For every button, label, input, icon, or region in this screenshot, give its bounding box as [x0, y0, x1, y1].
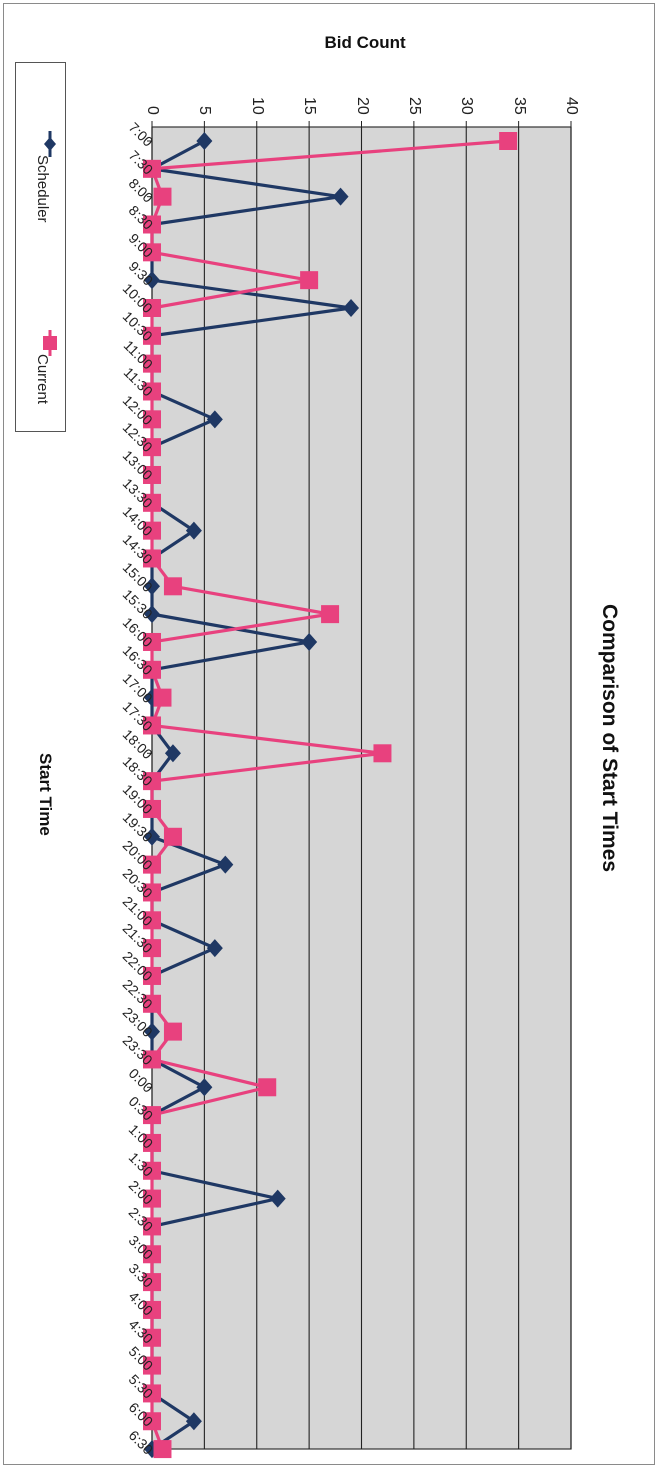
y-axis-label: Bid Count: [324, 33, 406, 52]
current-point: [143, 855, 161, 874]
scheduler-point: [217, 855, 234, 874]
current-point: [143, 1245, 161, 1264]
current-point: [143, 465, 161, 484]
current-point: [143, 1106, 161, 1125]
current-point: [143, 243, 161, 262]
current-point: [143, 716, 161, 735]
current-point: [143, 1161, 161, 1180]
series-layer: [143, 132, 518, 1459]
current-point: [143, 1328, 161, 1347]
gridlines: [147, 121, 572, 1450]
scheduler-marker-icon: [44, 131, 56, 157]
current-point: [143, 1273, 161, 1292]
current-point: [143, 939, 161, 958]
y-tick-label: 20: [353, 97, 371, 115]
current-point: [373, 744, 392, 763]
current-point: [143, 772, 161, 791]
current-point: [143, 521, 161, 540]
current-point: [163, 1022, 182, 1041]
current-point: [153, 187, 172, 206]
current-point: [258, 1078, 277, 1097]
current-point: [143, 354, 161, 373]
y-tick-label: 35: [510, 97, 528, 115]
current-point: [143, 549, 161, 568]
current-point: [143, 1300, 161, 1319]
current-point: [143, 883, 161, 902]
current-point: [499, 132, 518, 150]
current-point: [153, 1440, 172, 1459]
current-point: [143, 799, 161, 818]
legend-marker: [43, 336, 57, 350]
scheduler-point: [343, 298, 360, 317]
legend-label-scheduler: Scheduler: [34, 155, 51, 223]
current-point: [143, 493, 161, 512]
scheduler-point: [269, 1189, 286, 1208]
scheduler-point: [164, 744, 181, 763]
y-tick-label: 25: [405, 97, 423, 115]
current-point: [300, 271, 319, 290]
y-tick-label: 5: [196, 106, 214, 115]
current-point: [143, 159, 161, 178]
scheduler-point: [332, 187, 349, 206]
current-point: [163, 827, 182, 846]
current-point: [143, 994, 161, 1013]
scheduler-point: [144, 577, 160, 596]
legend: Scheduler Current: [15, 62, 66, 432]
scheduler-point: [301, 632, 318, 651]
scheduler-point: [144, 827, 160, 846]
current-point: [143, 660, 161, 679]
current-point: [143, 326, 161, 345]
scheduler-point: [185, 1412, 202, 1431]
current-point: [143, 438, 161, 457]
current-point: [143, 1356, 161, 1375]
chart-frame: [3, 3, 655, 1465]
legend-marker: [44, 137, 56, 151]
current-point: [143, 410, 161, 429]
current-point: [143, 966, 161, 985]
scheduler-point: [206, 939, 223, 958]
current-point: [143, 215, 161, 234]
current-point: [143, 1133, 161, 1152]
current-point: [143, 1189, 161, 1208]
scheduler-point: [196, 132, 213, 150]
current-point: [321, 605, 340, 624]
scheduler-point: [144, 1022, 160, 1041]
y-tick-label: 10: [248, 97, 266, 115]
current-point: [143, 382, 161, 401]
y-tick-label: 40: [563, 97, 580, 115]
current-point: [143, 1217, 161, 1236]
scheduler-point: [185, 521, 202, 540]
current-point: [143, 1384, 161, 1403]
current-point: [143, 298, 161, 317]
scheduler-point: [144, 605, 160, 624]
scheduler-point: [206, 410, 223, 429]
legend-label-current: Current: [34, 354, 51, 405]
current-point: [163, 577, 182, 596]
current-point: [143, 1412, 161, 1431]
y-tick-label: 30: [458, 97, 476, 115]
current-point: [143, 1050, 161, 1069]
y-tick-label: 0: [144, 106, 161, 115]
scheduler-point: [144, 271, 160, 290]
current-point: [153, 688, 172, 707]
current-point: [143, 911, 161, 930]
current-point: [143, 632, 161, 651]
current-marker-icon: [43, 330, 57, 356]
chart-title: Comparison of Start Times: [598, 604, 621, 872]
y-tick-label: 15: [301, 97, 319, 115]
scheduler-point: [196, 1078, 213, 1097]
x-axis-label: Start Time: [36, 752, 55, 836]
